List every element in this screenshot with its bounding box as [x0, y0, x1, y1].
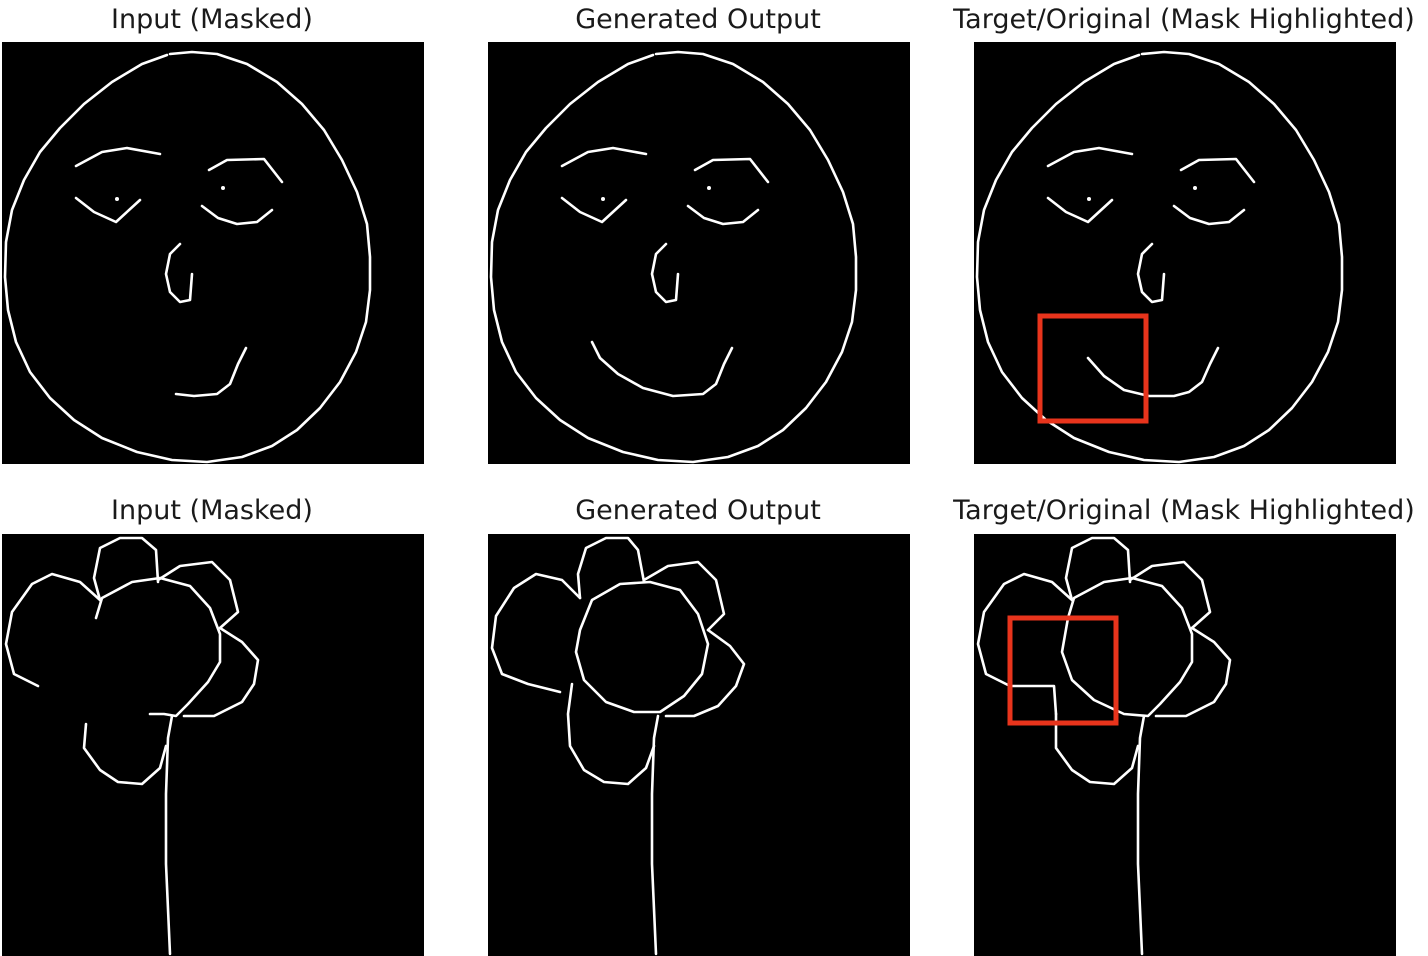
left-eye-stroke — [74, 196, 142, 224]
center-stroke-partial — [94, 576, 222, 718]
panel-title-target-face: Target/Original (Mask Highlighted) — [953, 4, 1415, 35]
left-petal-stroke — [976, 572, 1074, 716]
flower-target-drawing — [976, 536, 1232, 956]
nose-stroke — [1136, 242, 1166, 304]
mouth-stroke — [590, 340, 734, 398]
left-pupil — [115, 197, 119, 201]
face-target-drawing — [975, 50, 1344, 464]
right-petal-stroke — [182, 626, 260, 718]
right-petal-stroke — [664, 628, 746, 718]
stem-stroke — [164, 714, 174, 956]
mask-highlight-box — [1037, 313, 1149, 424]
left-eyebrow-stroke — [560, 146, 648, 168]
left-eye-stroke — [1046, 196, 1114, 224]
panel-title-input-flower: Input (Masked) — [111, 495, 313, 526]
right-pupil — [707, 186, 711, 190]
right-eye-stroke — [1172, 204, 1246, 226]
left-petal-stroke-partial — [4, 572, 102, 688]
left-eyebrow-stroke — [74, 146, 162, 168]
right-petal-stroke — [1154, 626, 1232, 718]
left-pupil — [1087, 197, 1091, 201]
flower-target-image — [974, 534, 1396, 956]
face-outline-stroke — [975, 50, 1344, 464]
right-eye-stroke — [686, 204, 760, 226]
nose-stroke — [650, 242, 680, 304]
mouth-stroke-partial — [174, 346, 248, 398]
right-eyebrow-stroke — [1179, 157, 1256, 184]
upper-right-petal-stroke — [156, 560, 240, 630]
lower-left-petal-stroke-partial — [82, 722, 168, 786]
nose-stroke — [164, 242, 194, 304]
upper-right-petal-stroke — [642, 560, 726, 632]
face-outline-stroke — [489, 50, 858, 464]
face-input-image — [2, 42, 424, 464]
face-generated-drawing — [489, 50, 858, 464]
left-pupil — [601, 197, 605, 201]
right-eyebrow-stroke — [693, 157, 770, 184]
lower-left-petal-stroke — [1054, 712, 1140, 786]
lower-left-petal-stroke — [566, 682, 656, 786]
flower-input-image — [2, 534, 424, 956]
upper-right-petal-stroke — [1128, 560, 1212, 630]
flower-input-drawing — [4, 536, 260, 956]
face-input-drawing — [3, 50, 372, 464]
panel-title-target-flower: Target/Original (Mask Highlighted) — [953, 495, 1415, 526]
right-eyebrow-stroke — [207, 157, 284, 184]
face-generated-image — [488, 42, 910, 464]
flower-generated-image — [488, 534, 910, 956]
center-stroke — [574, 580, 710, 714]
panel-title-input-face: Input (Masked) — [111, 4, 313, 35]
right-eye-stroke — [200, 204, 274, 226]
left-eyebrow-stroke — [1046, 146, 1134, 168]
top-petal-stroke — [92, 536, 160, 602]
right-pupil — [1193, 186, 1197, 190]
top-petal-stroke — [1064, 536, 1132, 602]
left-eye-stroke — [560, 196, 628, 224]
right-pupil — [221, 186, 225, 190]
face-outline-stroke — [3, 50, 372, 464]
face-target-image — [974, 42, 1396, 464]
center-stroke — [1060, 576, 1194, 718]
stem-stroke — [650, 714, 660, 956]
mask-highlight-box — [1007, 615, 1119, 726]
flower-generated-drawing — [490, 536, 746, 956]
stem-stroke — [1136, 714, 1146, 956]
panel-title-generated-face: Generated Output — [575, 4, 821, 35]
panel-title-generated-flower: Generated Output — [575, 495, 821, 526]
mouth-stroke — [1086, 346, 1220, 398]
left-petal-stroke — [490, 572, 582, 694]
top-petal-stroke — [576, 536, 646, 600]
